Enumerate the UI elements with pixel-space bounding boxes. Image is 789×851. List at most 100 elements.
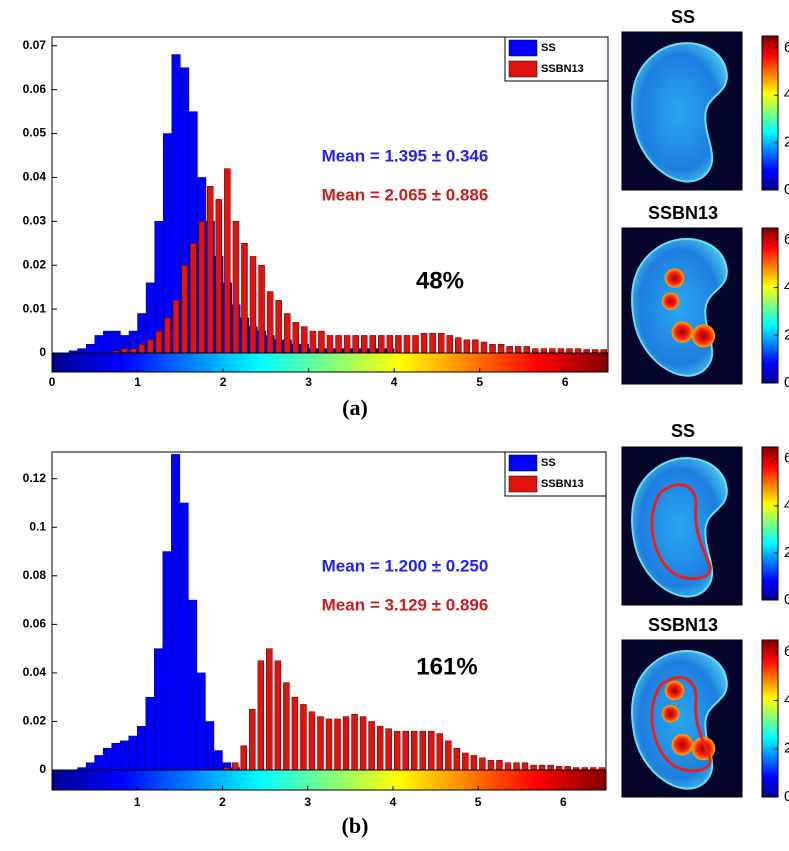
x-tick-label: 5 (475, 795, 482, 809)
histogram-bar (343, 335, 351, 354)
histogram-bar (317, 716, 324, 771)
histogram-bar (342, 716, 350, 771)
y-tick-label: 0.04 (23, 170, 47, 184)
histogram-bar (437, 333, 445, 354)
lesion (664, 680, 685, 701)
x-tick-label: 2 (219, 795, 226, 809)
histogram-bar (429, 333, 436, 354)
histogram-bar (130, 348, 137, 354)
histogram-bar (232, 762, 239, 771)
histogram-bar (496, 760, 503, 771)
roi-contour (650, 676, 712, 773)
y-tick-label: 0.06 (23, 617, 47, 631)
x-tick-label: 4 (390, 795, 397, 809)
histogram-bar (436, 733, 444, 771)
image-title: SS (671, 7, 695, 27)
colorbar-tick-label: 6 (784, 450, 789, 467)
histogram-bar (489, 343, 496, 354)
colorbar-tick-label: 0 (784, 788, 789, 805)
histogram-bar (300, 704, 307, 771)
histogram-bar (506, 346, 513, 354)
kidney (630, 42, 728, 183)
panel-label: (b) (342, 813, 369, 838)
colorbar (761, 446, 779, 601)
histogram-bar (164, 317, 171, 354)
histogram-bar (547, 764, 554, 771)
histogram-bar (283, 313, 291, 354)
histogram-bar (325, 718, 333, 771)
histogram-bar (121, 348, 128, 354)
colorbar-tick-label: 6 (784, 231, 789, 248)
histogram-bar (136, 726, 147, 771)
colorbar-tick-label: 4 (784, 691, 789, 708)
legend-label: SS (541, 42, 556, 54)
annotation: Mean = 1.395 ± 0.346 (322, 146, 489, 165)
histogram-bar (179, 502, 189, 771)
histogram-bar (419, 730, 426, 771)
histogram-bar (360, 335, 368, 354)
colorbar (761, 35, 779, 191)
histogram-bar (240, 745, 248, 771)
lesion (691, 324, 716, 348)
histogram-bar (521, 762, 529, 771)
legend-swatch (508, 475, 538, 493)
histogram-bar (540, 348, 548, 354)
histogram-bar (462, 752, 469, 771)
kidney-image (630, 238, 728, 377)
histogram-bar (446, 335, 453, 354)
histogram-bar (308, 711, 316, 771)
plot-area (51, 36, 609, 373)
histogram-bar (198, 221, 205, 354)
kidney (630, 457, 728, 598)
histogram-bar (111, 743, 121, 771)
y-tick-label: 0.03 (23, 214, 47, 228)
histogram-bar (600, 349, 607, 354)
colorbar-tick-label: 0 (784, 591, 789, 608)
histogram-bar (335, 335, 342, 354)
colorbar (761, 639, 779, 798)
histogram-bar (249, 256, 257, 354)
histogram-bar (155, 330, 163, 354)
colorbar-tick-label: 0 (784, 374, 789, 391)
histogram-bar (181, 264, 188, 354)
lesion (661, 704, 680, 723)
histogram-bar (472, 339, 479, 354)
histogram-bar (119, 740, 129, 771)
colorbar (761, 227, 779, 384)
histogram-bar (196, 672, 206, 771)
histogram-bar (154, 648, 164, 771)
kidney-image (630, 650, 728, 790)
histogram-bar (241, 243, 248, 354)
y-tick-label: 0.06 (23, 82, 47, 96)
lesion (661, 292, 680, 310)
histogram-bar (326, 335, 334, 354)
histogram-bar (257, 660, 265, 771)
histogram-bar (369, 335, 377, 354)
histogram-bar (455, 337, 462, 354)
colorbar-tick-label: 4 (784, 86, 789, 103)
lesion (671, 321, 693, 343)
y-tick-label: 0.05 (23, 126, 47, 140)
histogram-bar (94, 335, 104, 354)
legend-swatch (508, 60, 538, 78)
image-title: SS (671, 421, 695, 441)
histogram-bar (249, 709, 256, 771)
y-tick-label: 0.01 (23, 301, 47, 315)
legend-label: SS (541, 457, 556, 469)
histogram-bar (138, 343, 146, 354)
histogram-bar (532, 348, 539, 354)
histogram-bar (232, 221, 240, 354)
annotation: 161% (416, 653, 477, 680)
histogram-bar (85, 343, 96, 354)
histogram-bar (463, 339, 471, 354)
histogram-bar (275, 300, 282, 354)
histogram-bar (555, 766, 563, 771)
histogram-bar (94, 755, 104, 771)
colorbar-tick-label: 2 (784, 326, 789, 343)
histogram-bar (410, 730, 418, 771)
histogram-bar (102, 747, 112, 771)
histogram-bar (385, 728, 392, 771)
legend-swatch (508, 39, 538, 57)
x-tick-label: 5 (476, 375, 483, 389)
